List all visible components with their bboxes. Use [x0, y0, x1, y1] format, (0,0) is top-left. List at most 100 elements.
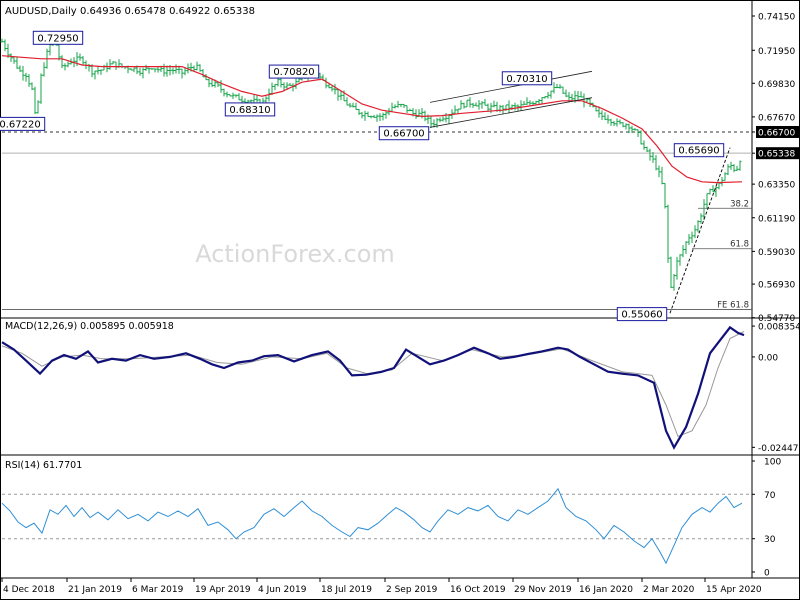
price-bar — [726, 164, 730, 176]
y-tick-label: 0.71950 — [758, 47, 795, 57]
price-bar — [615, 118, 619, 127]
price-bar — [660, 166, 664, 185]
price-label: 0.65690 — [678, 146, 719, 157]
price-bar — [540, 97, 544, 105]
y-tick-label: 0.59030 — [758, 248, 795, 258]
x-tick-label: 6 Mar 2019 — [132, 585, 184, 595]
price-bar — [723, 172, 727, 181]
price-level-lines: 38.2 61.8 FE 61.8 — [2, 131, 752, 310]
price-bar — [582, 93, 586, 108]
price-bar — [201, 68, 205, 78]
price-bar — [114, 61, 118, 70]
price-bar — [66, 61, 70, 68]
price-bar — [687, 234, 691, 246]
rsi-title: RSI(14) 61.7701 — [5, 460, 82, 471]
y-tick-label: 0.00 — [758, 353, 778, 363]
price-bar — [711, 185, 715, 193]
y-tick-label: 0.54770 — [758, 314, 795, 324]
price-bar — [366, 111, 370, 117]
price-bar — [684, 241, 688, 255]
price-bar — [714, 186, 718, 197]
y-tick-label: 0.63350 — [758, 181, 795, 191]
price-bar — [396, 100, 400, 108]
price-bar — [690, 231, 694, 243]
price-bar — [486, 103, 490, 112]
price-bar — [498, 104, 502, 113]
price-bar — [447, 114, 451, 124]
rsi-y-axis: 100 70 30 0 — [752, 458, 781, 579]
price-bar — [102, 64, 106, 71]
price-bar — [36, 100, 40, 114]
price-bar — [381, 112, 385, 121]
price-bar — [663, 182, 667, 209]
price-bar — [564, 89, 568, 98]
price-bar — [513, 102, 517, 111]
price-bar — [132, 67, 136, 73]
price-bar — [27, 74, 31, 87]
price-bar — [639, 130, 643, 145]
x-tick-label: 19 Apr 2019 — [195, 585, 251, 595]
price-label: 0.70310 — [506, 74, 547, 85]
x-tick-label: 4 Jun 2019 — [258, 585, 307, 595]
price-bar — [561, 86, 565, 94]
price-bar — [543, 96, 547, 99]
price-bar — [393, 104, 397, 109]
price-panel: ActionForex.com 38.261.8FE 61.8 0.729500… — [0, 6, 800, 324]
price-bar — [642, 140, 646, 150]
y-tick-label: 0.65338 — [758, 150, 795, 160]
y-tick-label: -0.02447 — [758, 444, 798, 454]
price-bar — [198, 64, 202, 72]
price-bar — [678, 254, 682, 266]
price-bar — [549, 90, 553, 99]
price-bar — [183, 67, 187, 76]
price-bar — [507, 100, 511, 114]
price-bar — [147, 67, 151, 74]
price-bar — [207, 78, 211, 88]
current-price-tag — [756, 125, 800, 138]
price-bar — [552, 82, 556, 94]
price-bar — [630, 125, 634, 133]
price-bar — [471, 102, 475, 108]
price-bar — [15, 57, 19, 69]
price-bar — [372, 114, 376, 118]
price-bar — [354, 102, 358, 111]
price-bar — [153, 68, 157, 73]
price-bar — [195, 61, 199, 71]
price-bar — [60, 55, 64, 69]
price-bar — [651, 151, 655, 163]
y-tick-label: 0.69830 — [758, 80, 795, 90]
price-bar — [231, 92, 235, 99]
price-bar — [174, 64, 178, 74]
fib-label-1: 61.8 — [730, 240, 749, 250]
price-bar — [414, 109, 418, 119]
price-bar — [438, 117, 442, 123]
price-annotations: 0.72950 0.70820 0.68310 0.67220 0.66700 0.703… — [0, 30, 725, 322]
price-bar — [483, 98, 487, 106]
price-bar — [459, 100, 463, 110]
price-bar — [702, 199, 706, 221]
macd-y-axis: 0.008354 0.00 -0.02447 — [752, 323, 800, 454]
price-label-box — [268, 64, 320, 79]
rsi-guide-lines — [2, 493, 752, 540]
price-bar — [228, 94, 232, 97]
price-bar — [360, 111, 364, 119]
price-bar — [93, 70, 97, 80]
price-bar — [654, 155, 658, 171]
rsi-line-path — [1, 487, 743, 565]
price-bar — [408, 108, 412, 112]
price-bar — [489, 102, 493, 114]
rsi-panel: 100 70 30 0 RSI(14) 61.7701 — [1, 458, 781, 579]
price-label-box — [224, 102, 276, 117]
price-bar — [597, 106, 601, 118]
price-bar — [729, 161, 733, 170]
x-tick-label: 16 Jan 2020 — [579, 585, 633, 595]
price-bar — [234, 94, 238, 98]
price-bar — [492, 100, 496, 108]
macd-line — [1, 325, 745, 450]
price-bar — [9, 53, 13, 63]
current-price-tag — [756, 147, 800, 160]
price-bar — [357, 108, 361, 116]
price-bar — [273, 83, 277, 91]
price-bar — [720, 176, 724, 187]
price-bar — [30, 82, 34, 90]
